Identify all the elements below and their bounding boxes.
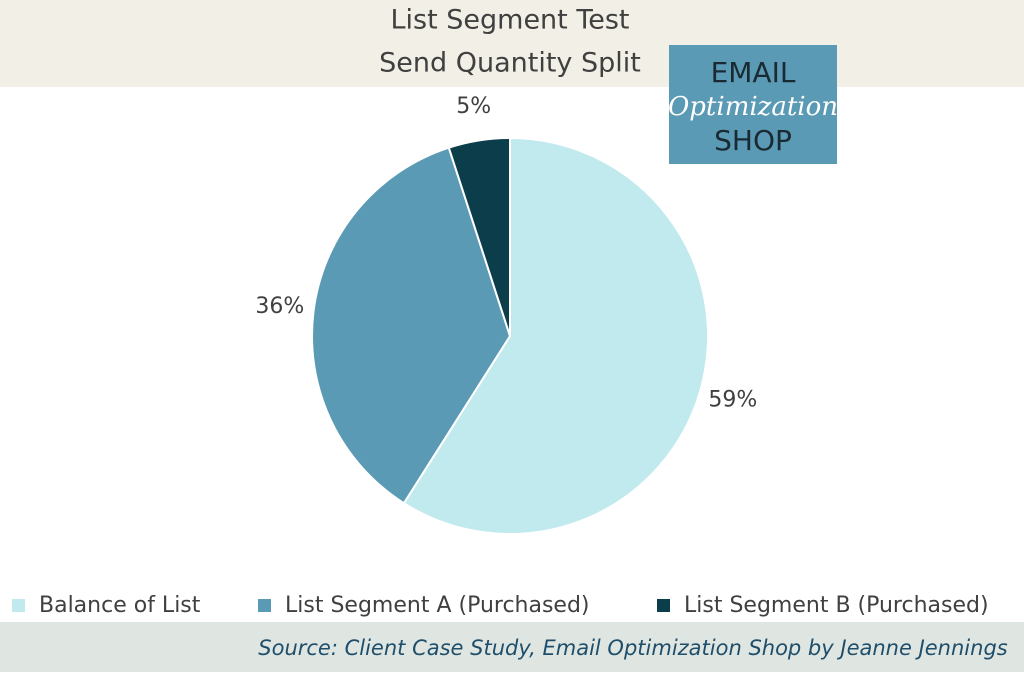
pie-slice: [311, 146, 512, 505]
chart-title: List Segment Test: [390, 5, 629, 36]
logo-box: [669, 45, 837, 164]
chart-subtitle: Send Quantity Split: [379, 48, 641, 79]
logo-text: SHOP: [714, 124, 792, 157]
legend-marker: [12, 599, 25, 612]
pie-slice: [447, 136, 511, 337]
legend-label: List Segment B (Purchased): [684, 593, 989, 618]
data-label: 36%: [255, 294, 304, 319]
logo-text: Optimization: [668, 92, 838, 122]
legend-marker: [657, 599, 670, 612]
data-label: 59%: [708, 388, 757, 413]
data-label: 5%: [456, 94, 491, 119]
pie: 59% 36% 5%: [255, 94, 757, 535]
legend: Balance of List List Segment A (Purchased…: [12, 593, 989, 618]
source-note: Source: Client Case Study, Email Optimiz…: [258, 636, 1008, 660]
title-band: [0, 0, 1024, 87]
legend-marker: [258, 599, 271, 612]
footer-band: [0, 622, 1024, 672]
pie-slice: [402, 136, 709, 535]
legend-label: Balance of List: [39, 593, 201, 618]
legend-label: List Segment A (Purchased): [285, 593, 590, 618]
logo-text: EMAIL: [711, 56, 796, 89]
